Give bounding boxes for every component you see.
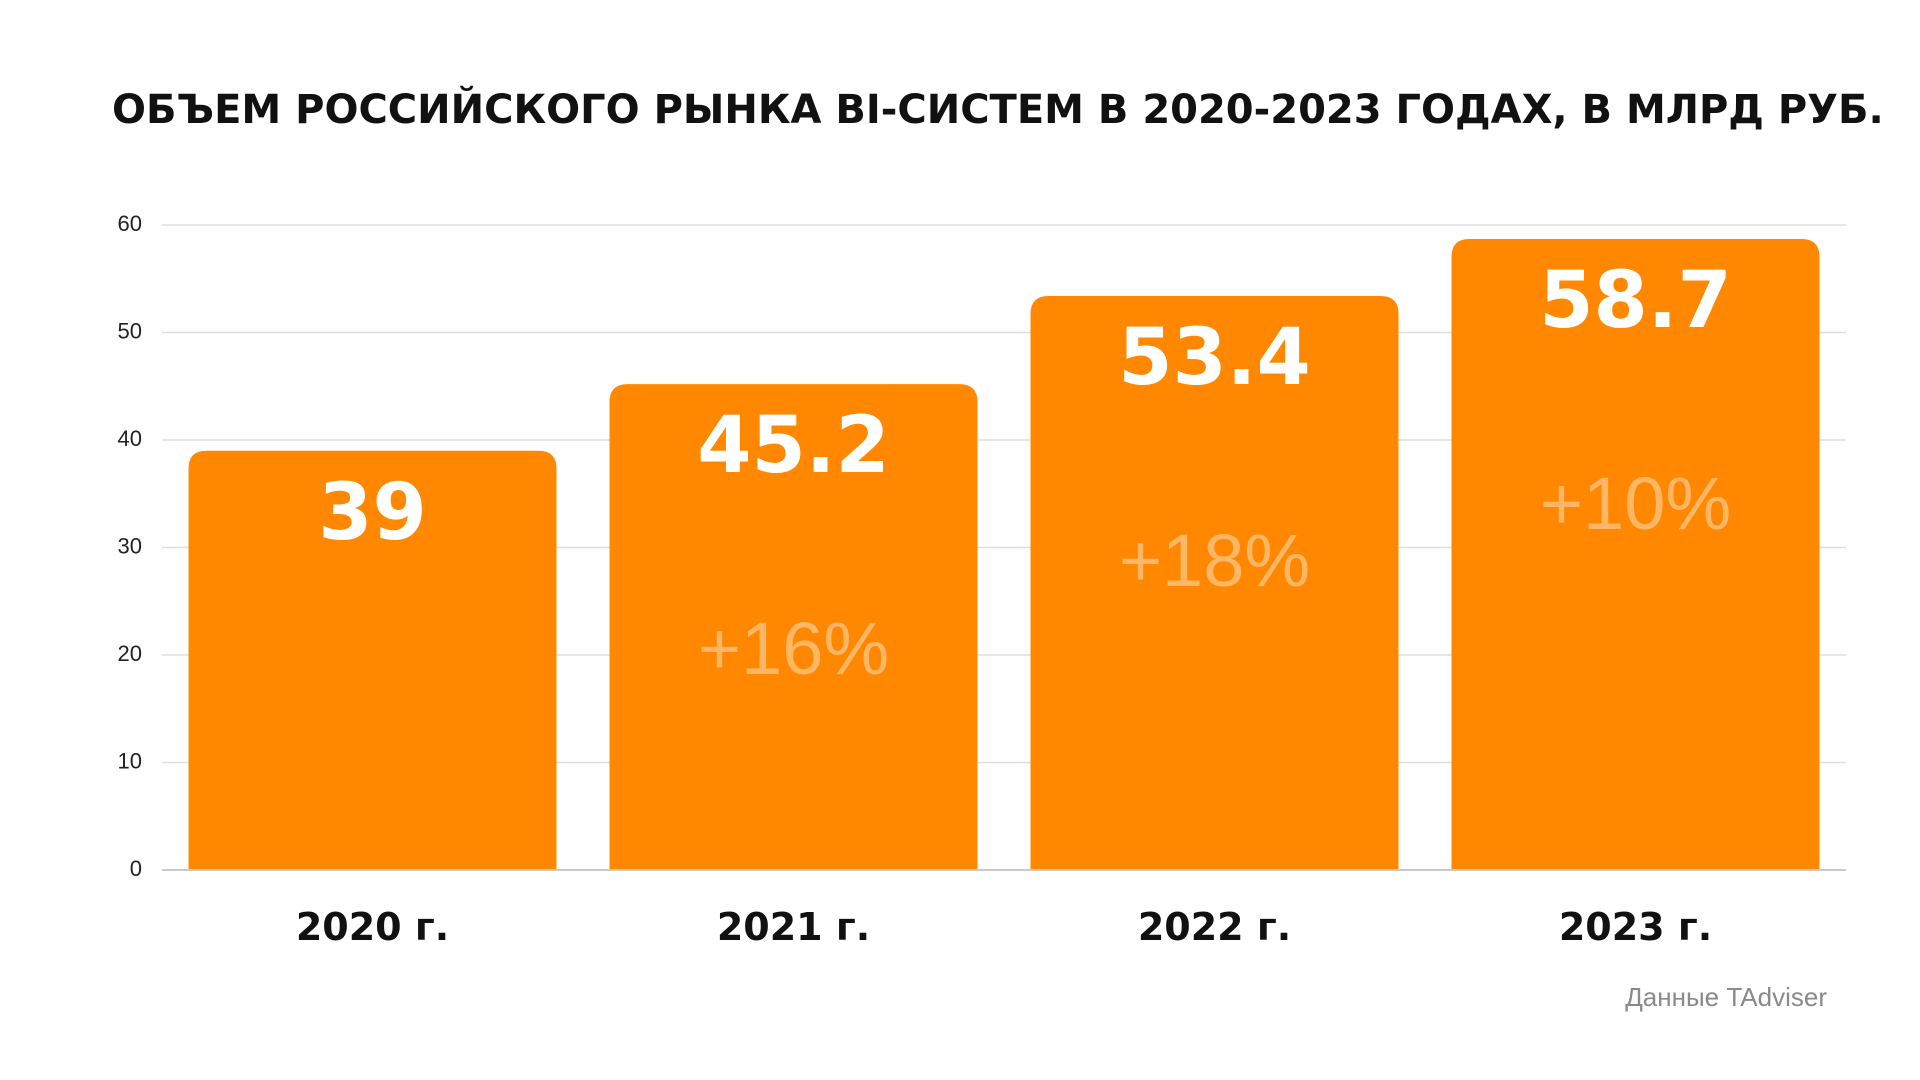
y-tick-label-50: 50 [118, 318, 142, 343]
category-label-1: 2021 г. [717, 905, 870, 949]
y-tick-label-40: 40 [118, 426, 142, 451]
source-note: Данные TAdviser [1625, 982, 1827, 1012]
growth-label-3: +10% [1540, 462, 1731, 545]
y-tick-label-0: 0 [130, 856, 142, 881]
growth-label-2: +18% [1119, 519, 1310, 602]
bar-0 [188, 450, 557, 870]
labels-layer: 39 2020 г. 45.2 +16% 2021 г. 53.4 +18% 2022 г. 5… [162, 256, 1846, 949]
category-label-2: 2022 г. [1138, 905, 1291, 949]
bar-3 [1451, 238, 1820, 871]
bar-2 [1030, 295, 1399, 870]
bars-layer [188, 238, 1820, 871]
y-tick-label-10: 10 [118, 748, 142, 773]
y-tick-label-60: 60 [118, 211, 142, 236]
value-label-3: 58.7 [1539, 256, 1731, 346]
value-label-0: 39 [318, 468, 427, 558]
y-tick-label-30: 30 [118, 533, 142, 558]
category-label-0: 2020 г. [296, 905, 449, 949]
value-label-1: 45.2 [697, 401, 889, 491]
bar-1 [609, 384, 978, 870]
chart-title: ОБЪЕМ РОССИЙСКОГО РЫНКА BI-СИСТЕМ В 2020… [112, 87, 1884, 133]
y-tick-label-20: 20 [118, 641, 142, 666]
value-label-2: 53.4 [1118, 313, 1310, 403]
category-label-3: 2023 г. [1559, 905, 1712, 949]
growth-label-1: +16% [698, 607, 889, 690]
